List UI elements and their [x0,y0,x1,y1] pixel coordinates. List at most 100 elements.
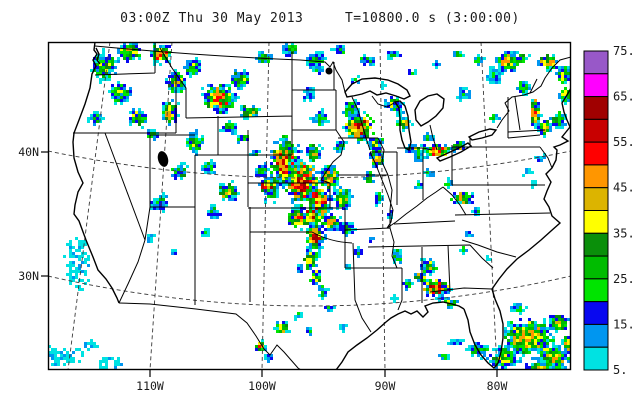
radar-cell [357,126,360,129]
radar-cell [273,168,276,171]
radar-cell [555,324,558,327]
radar-cell [141,114,144,117]
radar-cell [321,216,324,219]
radar-cell [300,213,303,216]
radar-cell [207,213,210,216]
radar-cell [78,258,81,261]
radar-cell [513,51,516,54]
radar-cell [537,105,540,108]
radar-cell [288,51,291,54]
radar-cell [465,195,468,198]
radar-cell [168,75,171,78]
radar-cell [543,327,546,330]
radar-cell [297,192,300,195]
radar-cell [303,222,306,225]
radar-cell [432,270,435,273]
radar-cell [543,342,546,345]
radar-cell [105,78,108,81]
radar-cell [462,249,465,252]
radar-cell [303,174,306,177]
radar-cell [522,324,525,327]
radar-cell [270,189,273,192]
radar-cell [516,339,519,342]
radar-cell [318,69,321,72]
radar-cell [336,177,339,180]
radar-cell [414,72,417,75]
radar-cell [183,66,186,69]
radar-cell [339,144,342,147]
radar-cell [288,180,291,183]
radar-cell [444,147,447,150]
radar-cell [312,54,315,57]
radar-cell [84,243,87,246]
radar-cell [195,132,198,135]
radar-cell [192,69,195,72]
radar-cell [495,348,498,351]
radar-cell [297,216,300,219]
radar-cell [516,63,519,66]
radar-cell [408,279,411,282]
radar-cell [369,141,372,144]
radar-cell [546,330,549,333]
radar-cell [150,240,153,243]
radar-cell [72,279,75,282]
radar-cell [495,72,498,75]
radar-cell [276,162,279,165]
radar-cell [459,342,462,345]
radar-cell [345,207,348,210]
radar-cell [516,351,519,354]
radar-cell [567,75,570,78]
radar-cell [267,60,270,63]
radar-cell [126,96,129,99]
radar-cell [78,264,81,267]
radar-cell [510,66,513,69]
colorbar-label: 55. [613,135,635,149]
radar-cell [132,117,135,120]
radar-cell [534,357,537,360]
radar-cell [153,207,156,210]
radar-cell [540,330,543,333]
radar-cell [351,105,354,108]
radar-cell [378,156,381,159]
radar-cell [417,279,420,282]
radar-cell [144,120,147,123]
radar-cell [282,45,285,48]
radar-cell [567,72,570,75]
radar-cell [405,126,408,129]
radar-cell [165,54,168,57]
radar-cell [318,63,321,66]
radar-cell [456,339,459,342]
radar-cell [120,84,123,87]
radar-cell [258,348,261,351]
radar-cell [309,57,312,60]
radar-cell [297,162,300,165]
radar-cell [525,333,528,336]
radar-cell [309,210,312,213]
radar-cell [174,252,177,255]
radar-cell [552,315,555,318]
radar-cell [54,354,57,357]
radar-cell [327,183,330,186]
colorbar-cell [583,187,609,211]
radar-cell [351,135,354,138]
radar-cell [396,249,399,252]
radar-cell [264,186,267,189]
radar-cell [423,282,426,285]
radar-cell [546,66,549,69]
radar-cell [177,174,180,177]
radar-cell [240,78,243,81]
radar-cell [501,348,504,351]
radar-cell [66,264,69,267]
radar-cell [168,102,171,105]
radar-cell [537,114,540,117]
radar-cell [291,222,294,225]
radar-cell [249,108,252,111]
radar-cell [282,150,285,153]
radar-cell [336,171,339,174]
radar-cell [423,267,426,270]
radar-cell [267,168,270,171]
radar-cell [423,276,426,279]
radar-cell [300,192,303,195]
radar-cell [312,177,315,180]
radar-cell [555,348,558,351]
